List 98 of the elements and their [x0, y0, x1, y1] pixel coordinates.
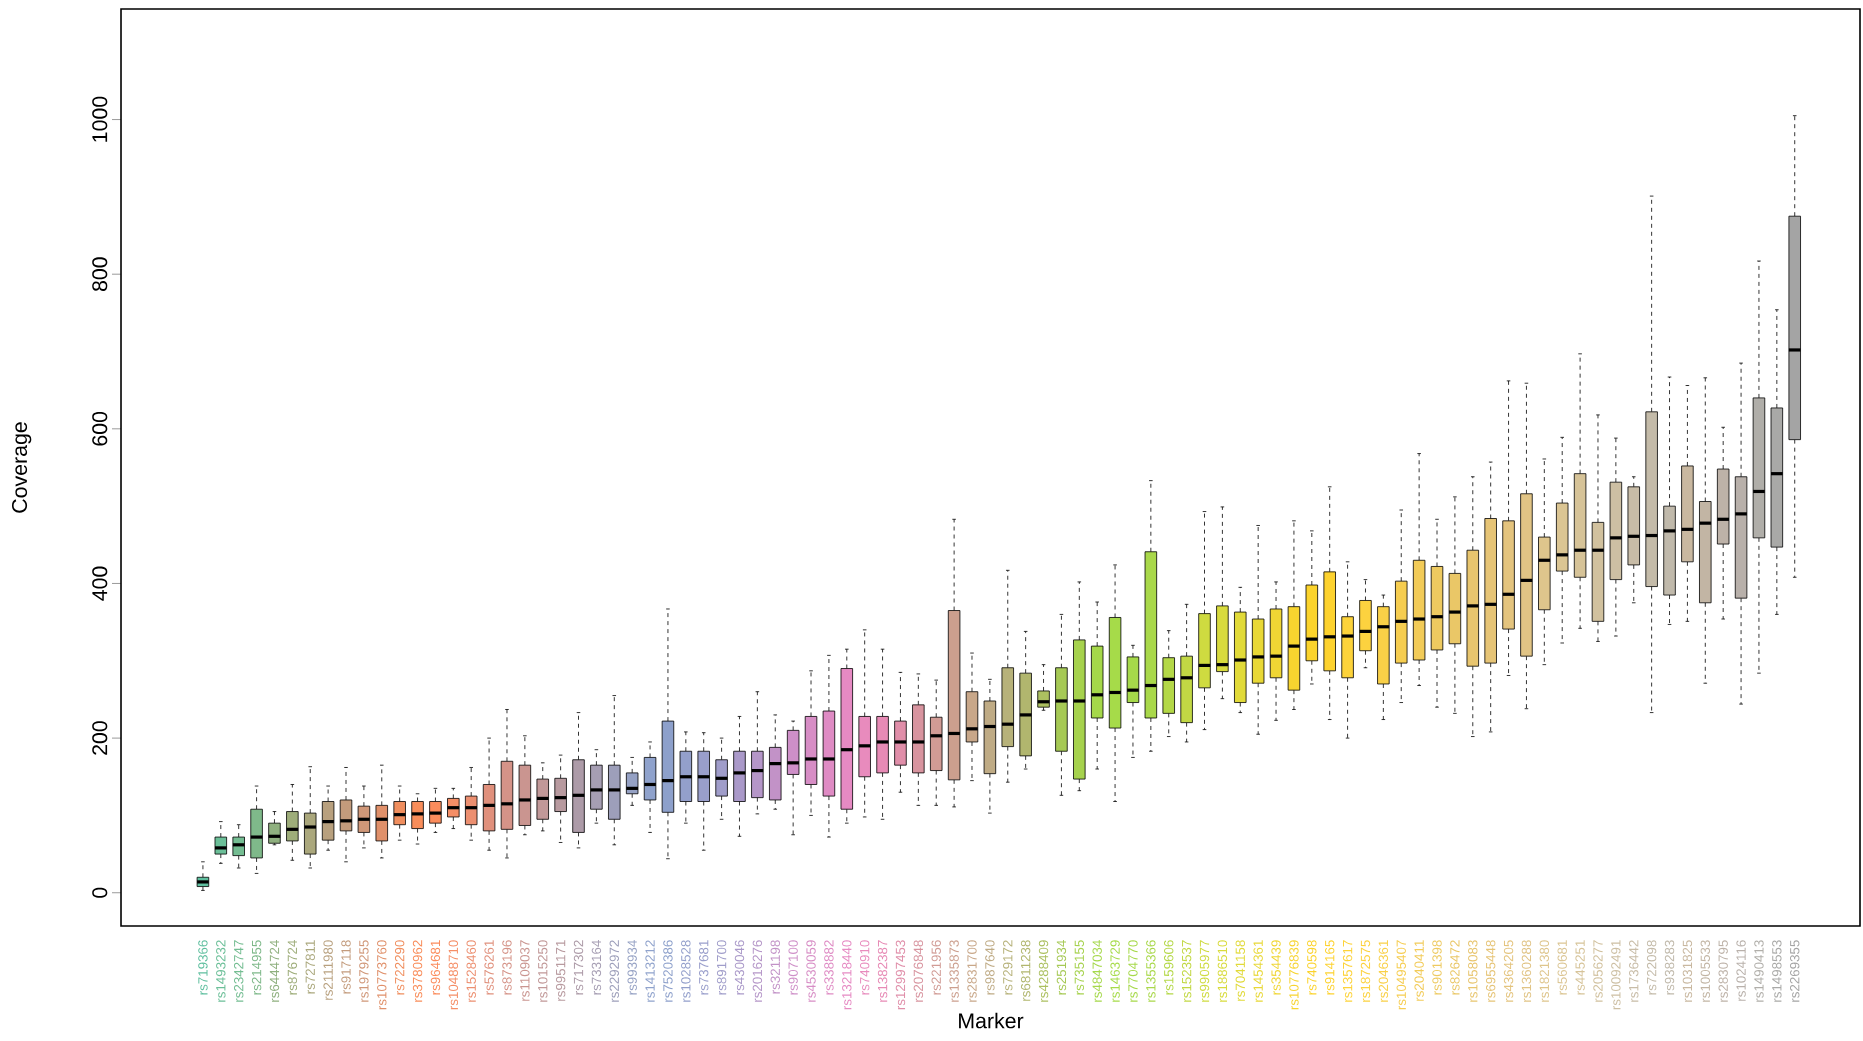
x-tick-label: rs2046361: [1378, 940, 1389, 1002]
x-tick-label: rs2016276: [752, 940, 763, 1002]
x-tick-label: rs1031825: [1682, 940, 1693, 1002]
x-tick-label: rs987640: [985, 940, 995, 995]
x-tick-label: rs1335873: [949, 940, 959, 1002]
x-tick-label: rs717302: [573, 940, 584, 995]
x-tick-label: rs2076848: [913, 940, 924, 1002]
x-tick-label: rs321198: [770, 940, 780, 994]
x-tick-label: rs2342747: [233, 940, 244, 1002]
x-tick-label: rs338882: [824, 940, 834, 995]
x-tick-label: rs560681: [1557, 940, 1567, 995]
x-tick-label: rs7041158: [1235, 940, 1245, 1001]
x-tick-label: rs1523537: [1181, 940, 1192, 1002]
y-tick-label: 400: [92, 566, 108, 601]
x-tick-label: rs445251: [1575, 940, 1585, 995]
x-tick-label: rs1109037: [520, 940, 530, 1001]
x-tick-label: rs576261: [484, 940, 494, 995]
x-tick-label: rs2056277: [1593, 940, 1603, 1002]
x-tick-label: rs917118: [341, 940, 351, 994]
x-tick-label: rs6811238: [1020, 940, 1031, 1001]
x-tick-label: rs1015250: [538, 940, 548, 1002]
x-tick-label: rs1821380: [1539, 940, 1550, 1002]
x-tick-label: rs1357617: [1342, 940, 1353, 1002]
x-tick-label: rs1979255: [359, 940, 369, 1002]
x-tick-label: rs10773760: [377, 940, 387, 1010]
x-tick-label: rs873196: [502, 940, 512, 995]
x-tick-label: rs1528460: [466, 940, 476, 1002]
x-tick-label: rs4364205: [1503, 940, 1514, 1002]
x-tick-label: rs1463729: [1110, 940, 1120, 1002]
y-tick-label: 800: [92, 257, 108, 292]
y-tick-label: 0: [92, 887, 108, 898]
y-tick-label: 600: [92, 411, 108, 446]
x-tick-label: rs1493232: [216, 940, 226, 1002]
x-tick-label: rs1355366: [1146, 940, 1156, 1002]
x-tick-label: rs7520386: [663, 940, 673, 1002]
x-axis-title: Marker: [959, 1012, 1024, 1029]
x-tick-label: rs2269355: [1790, 940, 1800, 1002]
x-tick-label: rs6955448: [1485, 940, 1496, 1002]
x-tick-label: rs1360288: [1521, 940, 1532, 1002]
x-tick-label: rs1005533: [1700, 940, 1711, 1002]
y-tick-label: 1000: [92, 96, 108, 142]
x-tick-label: rs4288409: [1038, 940, 1049, 1002]
x-tick-label: rs10488710: [448, 940, 459, 1010]
x-tick-label: rs214955: [251, 940, 262, 995]
x-tick-label: rs914165: [1324, 940, 1335, 995]
x-tick-label: rs10776839: [1289, 940, 1299, 1010]
x-tick-label: rs2040411: [1414, 940, 1424, 1001]
x-tick-label: rs729172: [1003, 940, 1013, 995]
x-tick-label: rs1736442: [1629, 940, 1639, 1002]
x-tick-label: rs2292972: [609, 940, 619, 1002]
x-tick-label: rs7704770: [1128, 940, 1138, 1002]
x-tick-label: rs740910: [859, 940, 870, 995]
x-tick-label: rs1413212: [645, 940, 655, 1002]
x-tick-label: rs1058083: [1468, 940, 1478, 1002]
x-tick-label: rs13218440: [842, 940, 852, 1010]
x-tick-label: rs4847034: [1092, 940, 1102, 1002]
x-tick-label: rs907100: [788, 940, 798, 995]
x-tick-label: rs2830795: [1718, 940, 1728, 1002]
x-tick-label: rs938283: [1664, 940, 1675, 995]
x-tick-label: rs735155: [1074, 940, 1085, 995]
x-tick-label: rs740598: [1307, 940, 1317, 995]
x-tick-label: rs719366: [198, 940, 208, 995]
x-tick-label: rs6444724: [269, 940, 280, 1002]
x-tick-label: rs1382387: [877, 940, 888, 1002]
x-tick-label: rs354439: [1271, 940, 1281, 995]
x-tick-label: rs430046: [734, 940, 745, 995]
x-tick-label: rs733164: [591, 940, 602, 995]
y-tick-label: 200: [92, 721, 108, 755]
x-tick-label: rs1872575: [1360, 940, 1371, 1002]
x-tick-label: rs12997453: [895, 940, 906, 1010]
x-tick-label: rs901398: [1432, 940, 1442, 995]
x-tick-label: rs737681: [699, 940, 709, 995]
x-tick-label: rs1454361: [1253, 940, 1263, 1002]
x-tick-label: rs891700: [716, 940, 727, 995]
x-tick-label: rs722098: [1646, 940, 1657, 995]
x-tick-label: rs876724: [287, 940, 298, 995]
x-tick-label: rs1028528: [681, 940, 691, 1002]
x-tick-label: rs4530059: [806, 940, 816, 1002]
x-tick-label: rs1490413: [1754, 940, 1764, 1002]
y-axis-title: Coverage: [11, 422, 32, 513]
x-tick-label: rs3780962: [412, 940, 423, 1002]
x-tick-label: rs251934: [1056, 940, 1067, 995]
x-tick-label: rs993934: [627, 940, 637, 995]
x-tick-label: rs1024116: [1736, 940, 1746, 1001]
x-tick-label: rs2831700: [967, 940, 977, 1002]
x-tick-label: rs2111980: [323, 940, 333, 1000]
x-tick-label: rs727811: [305, 940, 315, 994]
x-tick-label: rs722290: [394, 940, 405, 995]
x-tick-label: rs1498553: [1772, 940, 1782, 1002]
x-tick-label: rs1886510: [1217, 940, 1228, 1002]
x-tick-label: rs10495407: [1396, 940, 1406, 1010]
x-tick-label: rs826472: [1450, 940, 1460, 995]
x-tick-label: rs9905977: [1199, 940, 1210, 1002]
x-tick-label: rs964681: [430, 940, 441, 995]
x-tick-label: rs221956: [931, 940, 941, 995]
x-tick-label: rs10092491: [1611, 940, 1621, 1010]
x-tick-label: rs159606: [1164, 940, 1174, 995]
x-tick-label: rs9951171: [555, 940, 566, 1001]
